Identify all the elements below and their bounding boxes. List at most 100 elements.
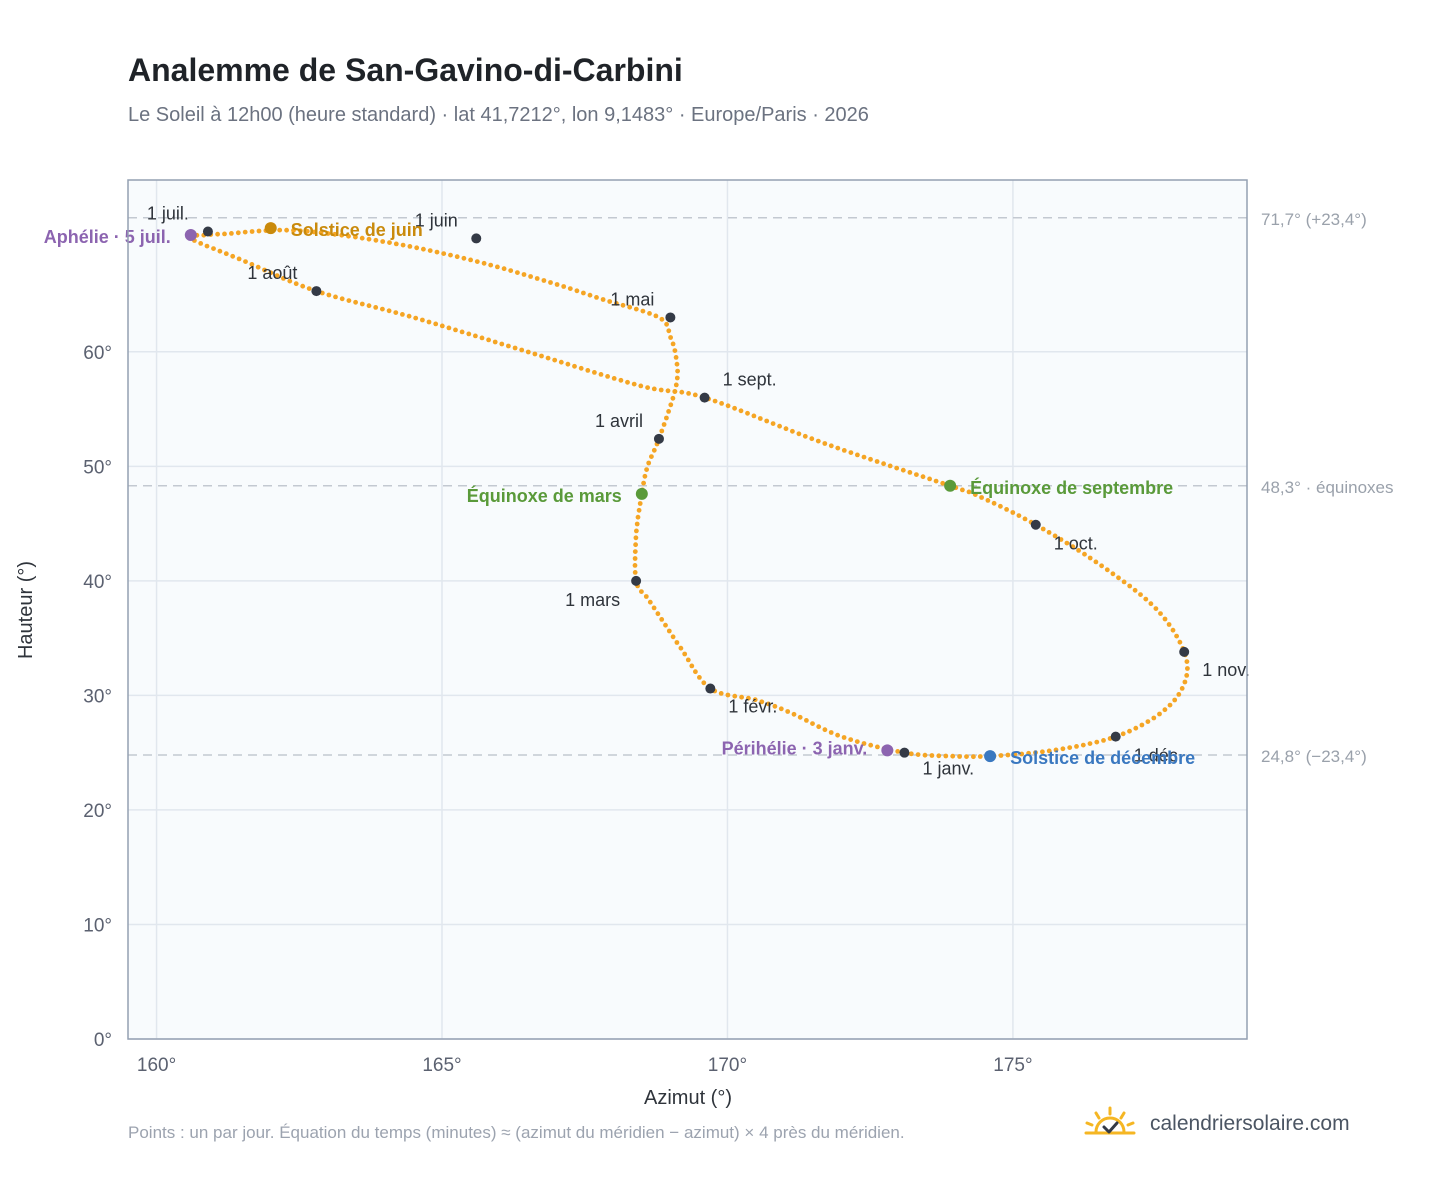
daily-sun-position bbox=[353, 234, 358, 240]
daily-sun-position bbox=[643, 594, 649, 599]
daily-sun-position bbox=[1019, 751, 1025, 757]
daily-sun-position bbox=[658, 387, 664, 393]
daily-sun-position bbox=[1026, 750, 1031, 756]
daily-sun-position bbox=[693, 669, 698, 675]
daily-sun-position bbox=[649, 454, 654, 459]
daily-sun-position bbox=[366, 236, 372, 242]
event-markers: Solstice de juin Solstice de décembre Équi… bbox=[44, 220, 1195, 768]
daily-sun-position bbox=[868, 742, 874, 748]
daily-sun-position bbox=[554, 282, 560, 287]
daily-sun-position bbox=[1012, 752, 1018, 757]
daily-sun-position bbox=[764, 418, 770, 424]
daily-sun-position bbox=[659, 316, 665, 322]
daily-sun-position bbox=[697, 675, 702, 680]
daily-sun-position bbox=[666, 409, 671, 414]
month-marker bbox=[899, 747, 910, 758]
month-label: 1 avril bbox=[595, 411, 643, 431]
daily-sun-position bbox=[627, 304, 633, 310]
daily-sun-position bbox=[1040, 749, 1045, 755]
daily-sun-position bbox=[985, 498, 991, 503]
month-label: 1 août bbox=[247, 263, 297, 283]
daily-sun-position bbox=[875, 744, 880, 750]
daily-sun-position bbox=[223, 251, 229, 257]
daily-sun-position bbox=[1127, 583, 1133, 589]
daily-sun-position bbox=[841, 735, 847, 740]
daily-sun-position bbox=[642, 473, 648, 479]
axes: 160° 165° 170° 175° 0° 10° 20° 30° 40° 50° 60° bbox=[83, 343, 1032, 1076]
daily-sun-position bbox=[1058, 537, 1064, 542]
daily-sun-position bbox=[217, 248, 223, 254]
daily-sun-position bbox=[640, 308, 646, 314]
daily-sun-position bbox=[634, 528, 639, 534]
daily-sun-position bbox=[1158, 611, 1163, 616]
daily-sun-position bbox=[835, 732, 840, 738]
daily-sun-position bbox=[718, 691, 724, 696]
plot-area bbox=[128, 180, 1247, 1039]
daily-sun-position bbox=[752, 697, 758, 703]
daily-sun-position bbox=[668, 402, 674, 408]
daily-sun-position bbox=[1145, 719, 1151, 724]
daily-sun-position bbox=[466, 331, 472, 337]
daily-sun-position bbox=[373, 305, 379, 310]
daily-sun-position bbox=[446, 325, 452, 331]
daily-sun-position bbox=[1022, 516, 1028, 522]
daily-sun-position bbox=[585, 368, 591, 373]
daily-sun-position bbox=[236, 256, 242, 262]
month-label: 1 févr. bbox=[728, 697, 777, 717]
daily-sun-position bbox=[979, 495, 984, 500]
daily-sun-position bbox=[1082, 551, 1087, 557]
daily-sun-position bbox=[380, 306, 385, 312]
daily-sun-position bbox=[605, 374, 610, 379]
daily-sun-position bbox=[534, 276, 540, 281]
month-marker bbox=[1030, 519, 1041, 530]
daily-sun-position bbox=[950, 753, 956, 759]
daily-sun-position bbox=[1133, 725, 1139, 731]
daily-sun-position bbox=[318, 230, 324, 236]
daily-sun-position bbox=[380, 239, 386, 244]
daily-sun-position bbox=[725, 403, 731, 409]
daily-sun-position bbox=[908, 751, 914, 757]
daily-sun-position bbox=[1157, 711, 1162, 717]
daily-sun-position bbox=[936, 753, 942, 759]
daily-sun-position bbox=[822, 727, 828, 733]
month-label: 1 mars bbox=[565, 590, 620, 610]
daily-sun-position bbox=[894, 465, 900, 471]
daily-sun-position bbox=[907, 470, 913, 475]
daily-sun-position bbox=[572, 363, 577, 369]
daily-sun-position bbox=[895, 749, 901, 754]
month-marker bbox=[699, 392, 710, 403]
daily-sun-position bbox=[479, 335, 485, 341]
daily-sun-position bbox=[841, 448, 847, 453]
daily-sun-position bbox=[991, 500, 997, 506]
daily-sun-position bbox=[373, 237, 379, 243]
daily-sun-position bbox=[311, 229, 317, 235]
daily-sun-position bbox=[211, 246, 216, 252]
daily-sun-position bbox=[725, 692, 731, 698]
daily-sun-position bbox=[215, 231, 221, 237]
event-label: Équinoxe de septembre bbox=[970, 477, 1173, 498]
daily-sun-position bbox=[407, 244, 413, 249]
daily-sun-position bbox=[421, 246, 426, 252]
daily-sun-position bbox=[632, 556, 638, 561]
daily-sun-position bbox=[400, 242, 406, 248]
month-marker bbox=[665, 312, 676, 323]
reference-label: 24,8° (−23,4°) bbox=[1261, 747, 1367, 766]
daily-sun-position bbox=[745, 410, 750, 416]
daily-sun-position bbox=[914, 472, 919, 477]
daily-sun-position bbox=[532, 351, 538, 357]
daily-sun-position bbox=[679, 389, 685, 395]
daily-sun-position bbox=[632, 570, 638, 575]
daily-sun-position bbox=[732, 693, 738, 699]
daily-sun-position bbox=[665, 388, 671, 394]
daily-sun-position bbox=[797, 714, 803, 720]
brand[interactable]: calendriersolaire.com bbox=[1084, 1104, 1350, 1144]
daily-sun-position bbox=[332, 231, 338, 237]
x-tick-label: 160° bbox=[137, 1055, 176, 1076]
daily-sun-position bbox=[256, 228, 262, 234]
daily-sun-position bbox=[809, 436, 815, 442]
daily-sun-position bbox=[785, 709, 791, 714]
daily-sun-position bbox=[1116, 575, 1121, 581]
daily-sun-position bbox=[651, 447, 657, 453]
daily-sun-position bbox=[661, 422, 667, 427]
month-label: 1 oct. bbox=[1054, 534, 1098, 554]
